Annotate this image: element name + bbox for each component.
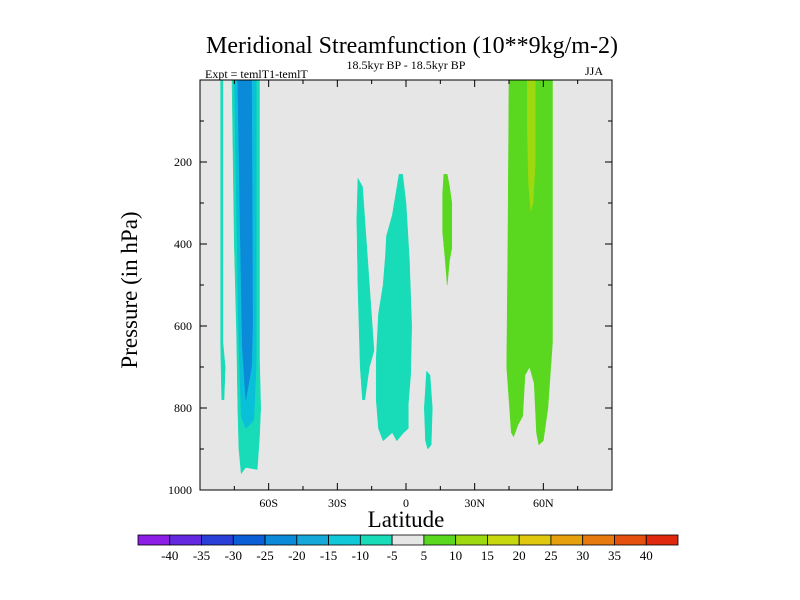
- contour-region-neg-band-outer-left: [220, 79, 226, 401]
- colorbar-label: 35: [608, 548, 621, 563]
- colorbar-swatch: [582, 534, 615, 546]
- x-tick-label: 30S: [328, 496, 347, 510]
- colorbar-swatch: [423, 534, 457, 546]
- colorbar-swatch: [518, 534, 552, 546]
- chart-title: Meridional Streamfunction (10**9kg/m-2): [206, 33, 618, 59]
- colorbar-label: 20: [513, 548, 526, 563]
- contour-region-neg-core-left: [237, 79, 253, 400]
- y-tick-label: 400: [174, 237, 192, 251]
- contour-region-pos-right-core: [527, 79, 536, 212]
- y-tick-label: 600: [174, 319, 192, 333]
- colorbar-swatch: [169, 534, 202, 546]
- colorbar-swatch: [645, 534, 679, 546]
- colorbar-swatch: [487, 534, 520, 546]
- contour-region-pos-small-blob: [442, 174, 453, 286]
- contour-region-neg-center-blob: [375, 174, 412, 442]
- colorbar-label: 30: [576, 548, 589, 563]
- contour-region-neg-left-sliver: [356, 177, 375, 401]
- colorbar-swatch: [359, 534, 393, 546]
- y-axis-title: Pressure (in hPa): [117, 211, 142, 368]
- colorbar-swatch: [550, 534, 584, 546]
- colorbar-label: 40: [640, 548, 653, 563]
- colorbar-swatch: [391, 534, 425, 546]
- x-axis-title: Latitude: [368, 507, 445, 532]
- colorbar-label: 5: [421, 548, 428, 563]
- colorbar-label: -25: [256, 548, 273, 563]
- colorbar-swatch: [137, 534, 171, 546]
- right-string: JJA: [585, 64, 603, 78]
- x-tick-label: 60S: [259, 496, 278, 510]
- axis-ticks: 60S 30S 0 30N 60N 200 400 600 800 1000: [168, 80, 612, 510]
- colorbar-swatch: [328, 534, 361, 546]
- colorbar-label: -40: [161, 548, 178, 563]
- x-tick-label: 60N: [533, 496, 554, 510]
- colorbar-label: 25: [544, 548, 557, 563]
- colorbar: -40 -35 -30 -25 -20 -15 -10 -5 5 10 15 20 25 30 35 40: [137, 534, 679, 563]
- y-tick-label: 200: [174, 155, 192, 169]
- x-tick-label: 30N: [464, 496, 485, 510]
- x-tick-label: 0: [403, 496, 409, 510]
- colorbar-swatch: [232, 534, 266, 546]
- colorbar-label: -35: [193, 548, 210, 563]
- colorbar-label: -20: [288, 548, 305, 563]
- y-tick-label: 1000: [168, 483, 192, 497]
- colorbar-swatch: [455, 534, 488, 546]
- colorbar-swatch: [614, 534, 647, 546]
- colorbar-label: 10: [449, 548, 462, 563]
- contour-region-pos-right-band: [506, 79, 553, 446]
- colorbar-label: 15: [481, 548, 494, 563]
- colorbar-label: -15: [320, 548, 337, 563]
- contour-region-neg-right-sliver: [424, 370, 433, 450]
- colorbar-swatch: [201, 534, 234, 546]
- contour-regions: [220, 79, 553, 475]
- colorbar-swatch: [296, 534, 329, 546]
- colorbar-label: -30: [225, 548, 242, 563]
- colorbar-label: -5: [387, 548, 398, 563]
- colorbar-swatch: [264, 534, 298, 546]
- center-string: 18.5kyr BP - 18.5kyr BP: [347, 58, 466, 72]
- colorbar-label: -10: [352, 548, 369, 563]
- y-tick-label: 800: [174, 401, 192, 415]
- left-string: Expt = temlT1-temlT: [205, 67, 308, 81]
